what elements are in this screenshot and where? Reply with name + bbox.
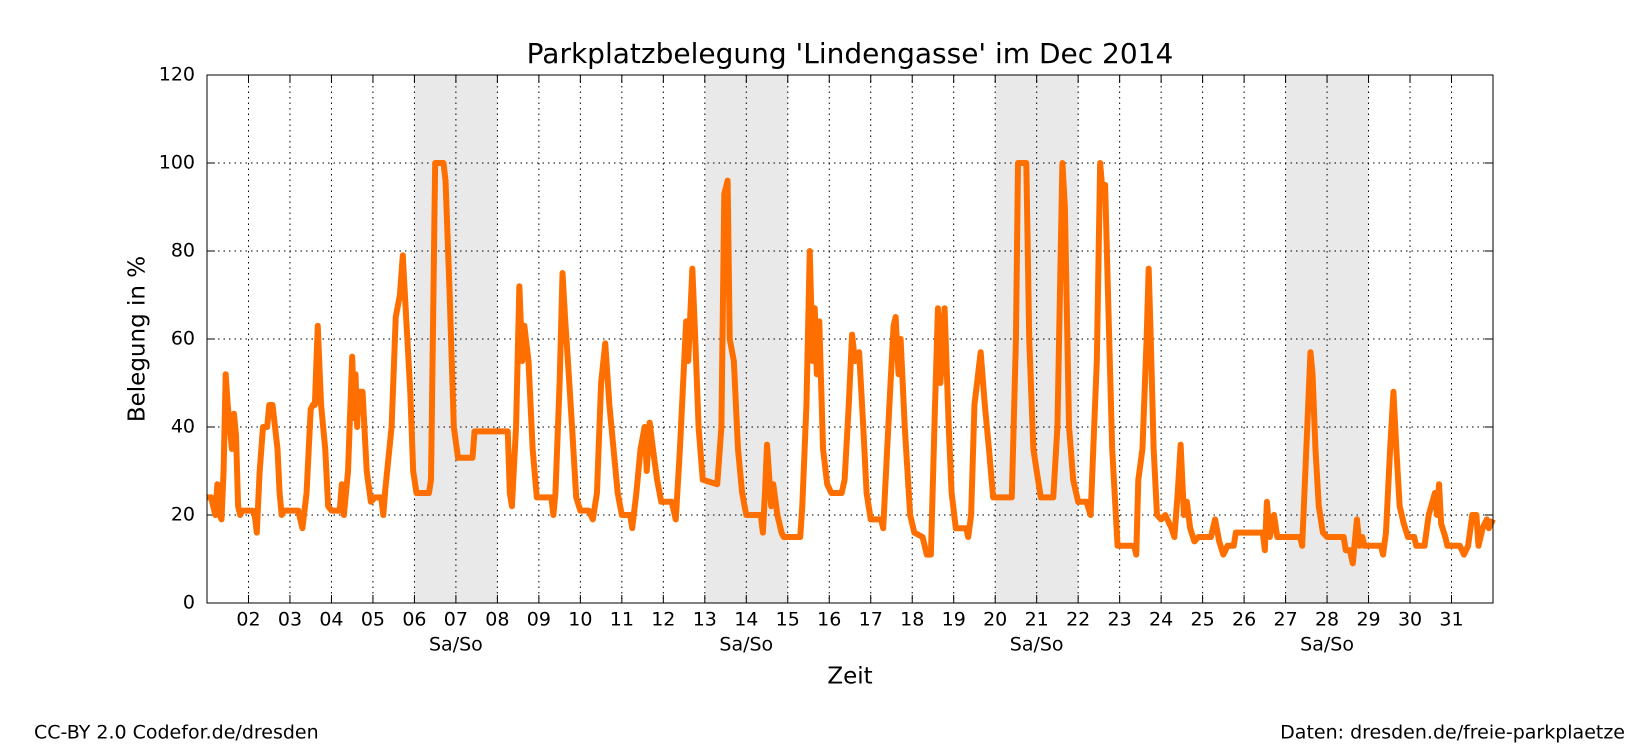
x-tick-label: 26 (1232, 609, 1256, 631)
x-tick-label: 21 (1025, 609, 1049, 631)
y-tick-label: 60 (171, 328, 195, 350)
y-tick-label: 0 (183, 592, 195, 614)
x-tick-label: 25 (1191, 609, 1215, 631)
weekend-label: Sa/So (1300, 634, 1354, 656)
x-tick-label: 18 (900, 609, 924, 631)
x-tick-label: 16 (817, 609, 841, 631)
x-tick-label: 02 (236, 609, 260, 631)
occupancy-line (207, 160, 1496, 567)
weekend-label: Sa/So (719, 634, 773, 656)
chart-title: Parkplatzbelegung 'Lindengasse' im Dec 2… (527, 37, 1174, 70)
x-tick-label: 09 (527, 609, 551, 631)
weekend-label: Sa/So (1010, 634, 1064, 656)
y-axis-label: Belegung in % (125, 256, 151, 422)
y-tick-label: 80 (171, 240, 195, 262)
x-tick-label: 07 (444, 609, 468, 631)
x-tick-label: 12 (651, 609, 675, 631)
license-note: CC-BY 2.0 Codefor.de/dresden (34, 722, 319, 744)
x-tick-label: 15 (776, 609, 800, 631)
x-tick-label: 03 (278, 609, 302, 631)
x-tick-label: 10 (568, 609, 592, 631)
plot-frame (206, 74, 1494, 604)
y-tick-label: 20 (171, 504, 195, 526)
source-note: Daten: dresden.de/freie-parkplaetze (1280, 722, 1625, 744)
y-tick-label: 100 (159, 152, 195, 174)
x-tick-label: 06 (402, 609, 426, 631)
x-tick-label: 28 (1315, 609, 1339, 631)
x-tick-label: 30 (1398, 609, 1422, 631)
weekend-label: Sa/So (429, 634, 483, 656)
x-axis-label: Zeit (827, 664, 872, 690)
x-tick-label: 05 (361, 609, 385, 631)
x-tick-label: 19 (942, 609, 966, 631)
x-tick-label: 29 (1356, 609, 1380, 631)
x-tick-label: 11 (610, 609, 634, 631)
x-tick-label: 24 (1149, 609, 1173, 631)
x-tick-label: 27 (1273, 609, 1297, 631)
data-layer (207, 160, 1496, 567)
x-tick-label: 08 (485, 609, 509, 631)
y-tick-label: 40 (171, 416, 195, 438)
x-tick-label: 13 (693, 609, 717, 631)
x-tick-label: 17 (859, 609, 883, 631)
x-tick-label: 31 (1439, 609, 1463, 631)
x-tick-label: 04 (319, 609, 343, 631)
x-tick-label: 23 (1108, 609, 1132, 631)
y-tick-label: 120 (159, 64, 195, 86)
x-tick-label: 20 (983, 609, 1007, 631)
grid-layer (207, 74, 1493, 604)
x-tick-label: 22 (1066, 609, 1090, 631)
x-tick-label: 14 (734, 609, 758, 631)
